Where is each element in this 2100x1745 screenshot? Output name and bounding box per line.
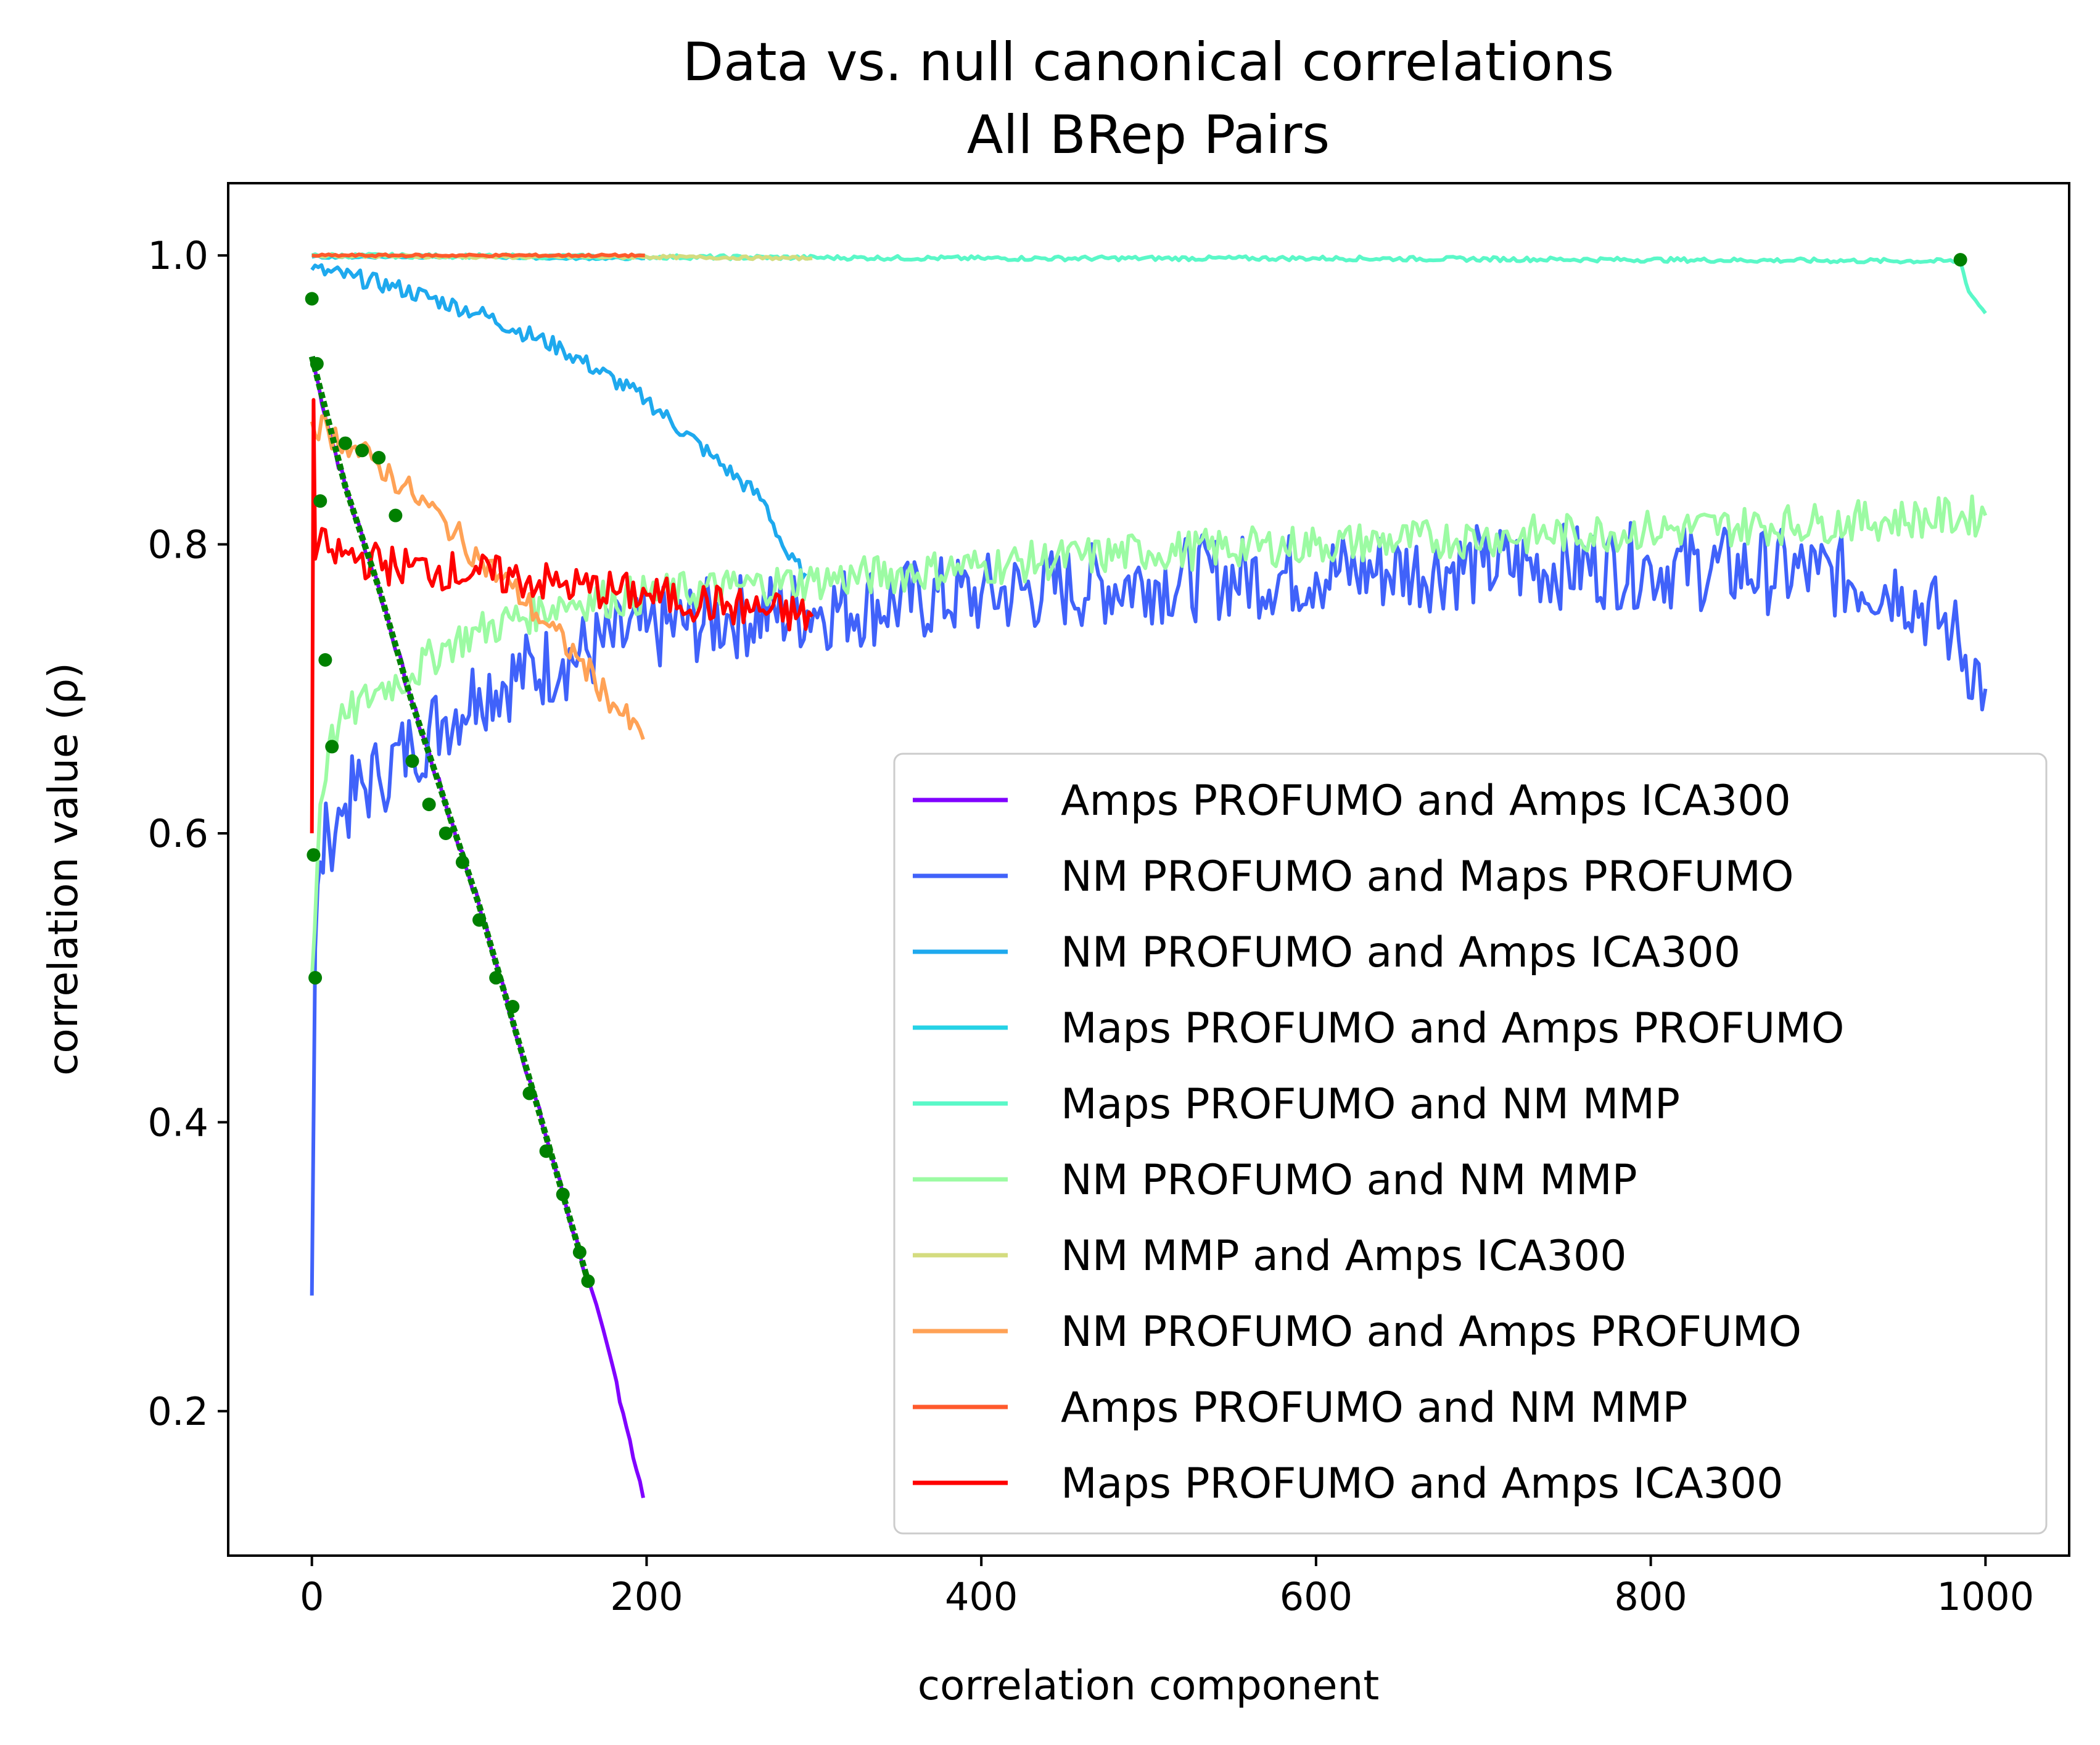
plot-frame — [227, 182, 2070, 1557]
legend-label: Amps PROFUMO and NM MMP — [1061, 1384, 1687, 1432]
legend-item: NM PROFUMO and Amps ICA300 — [913, 928, 1740, 977]
series-line-8 — [310, 414, 645, 740]
null-marker — [1953, 253, 1967, 267]
null-marker — [305, 292, 319, 306]
plot-series — [310, 252, 1988, 1498]
x-tick-label: 800 — [1614, 1574, 1687, 1619]
legend-item: NM MMP and Amps ICA300 — [913, 1232, 1626, 1281]
legend-label: NM PROFUMO and Maps PROFUMO — [1061, 852, 1794, 901]
y-tick-label: 0.4 — [147, 1100, 208, 1145]
legend-item: NM PROFUMO and NM MMP — [913, 1156, 1637, 1205]
x-tick-label: 600 — [1280, 1574, 1353, 1619]
legend-item: NM PROFUMO and Maps PROFUMO — [913, 852, 1794, 901]
legend-item: Amps PROFUMO and Amps ICA300 — [913, 777, 1791, 825]
null-marker — [325, 740, 339, 754]
null-marker — [581, 1274, 595, 1288]
legend-item: Maps PROFUMO and NM MMP — [913, 1080, 1680, 1129]
chart-subtitle: All BRep Pairs — [967, 104, 1330, 166]
legend-item: Maps PROFUMO and Amps ICA300 — [913, 1459, 1783, 1508]
legend-item: Maps PROFUMO and Amps PROFUMO — [913, 1004, 1844, 1053]
legend: Amps PROFUMO and Amps ICA300 NM PROFUMO a… — [893, 753, 2048, 1535]
legend-label: Maps PROFUMO and Amps PROFUMO — [1061, 1004, 1844, 1053]
legend-item: NM PROFUMO and Amps PROFUMO — [913, 1308, 1801, 1356]
x-axis-label: correlation component — [918, 1662, 1380, 1709]
legend-item: Amps PROFUMO and NM MMP — [913, 1384, 1687, 1432]
y-axis-ticks: 0.2 0.4 0.6 0.8 1.0 — [147, 233, 228, 1434]
series-line-6 — [310, 494, 1988, 978]
legend-label: Maps PROFUMO and Amps ICA300 — [1061, 1459, 1783, 1508]
y-axis-label: correlation value (ρ) — [39, 662, 87, 1076]
null-marker — [338, 436, 352, 450]
series-line-2 — [310, 521, 1988, 1296]
null-marker-trace — [308, 355, 591, 1282]
series-line-10 — [310, 398, 814, 833]
null-marker — [318, 653, 332, 667]
x-tick-label: 400 — [945, 1574, 1018, 1619]
legend-label: NM PROFUMO and Amps PROFUMO — [1061, 1308, 1801, 1356]
series-line-3 — [310, 263, 807, 580]
legend-label: Maps PROFUMO and NM MMP — [1061, 1080, 1680, 1129]
y-tick-label: 0.2 — [147, 1389, 208, 1434]
y-tick-label: 1.0 — [147, 233, 208, 278]
y-tick-label: 0.6 — [147, 811, 208, 856]
chart-title: Data vs. null canonical correlations — [683, 31, 1614, 93]
x-tick-label: 0 — [300, 1574, 324, 1619]
x-tick-label: 1000 — [1937, 1574, 2034, 1619]
null-marker — [372, 451, 386, 464]
series-line-9 — [311, 252, 645, 258]
null-markers — [305, 253, 1967, 1288]
legend-label: Amps PROFUMO and Amps ICA300 — [1061, 777, 1791, 825]
null-marker — [439, 826, 453, 840]
legend-label: NM PROFUMO and NM MMP — [1061, 1156, 1637, 1205]
null-marker — [389, 508, 403, 522]
null-marker — [308, 971, 323, 985]
x-axis-ticks: 0 200 400 600 800 1000 — [300, 1556, 2034, 1619]
null-marker — [422, 798, 436, 812]
null-marker — [405, 754, 419, 768]
null-marker — [313, 494, 327, 508]
null-marker — [355, 443, 369, 458]
y-tick-label: 0.8 — [147, 522, 208, 567]
null-marker — [307, 848, 321, 862]
legend-box — [893, 753, 2048, 1535]
x-tick-label: 200 — [610, 1574, 683, 1619]
legend-label: NM PROFUMO and Amps ICA300 — [1061, 928, 1740, 977]
legend-label: NM MMP and Amps ICA300 — [1061, 1232, 1626, 1281]
